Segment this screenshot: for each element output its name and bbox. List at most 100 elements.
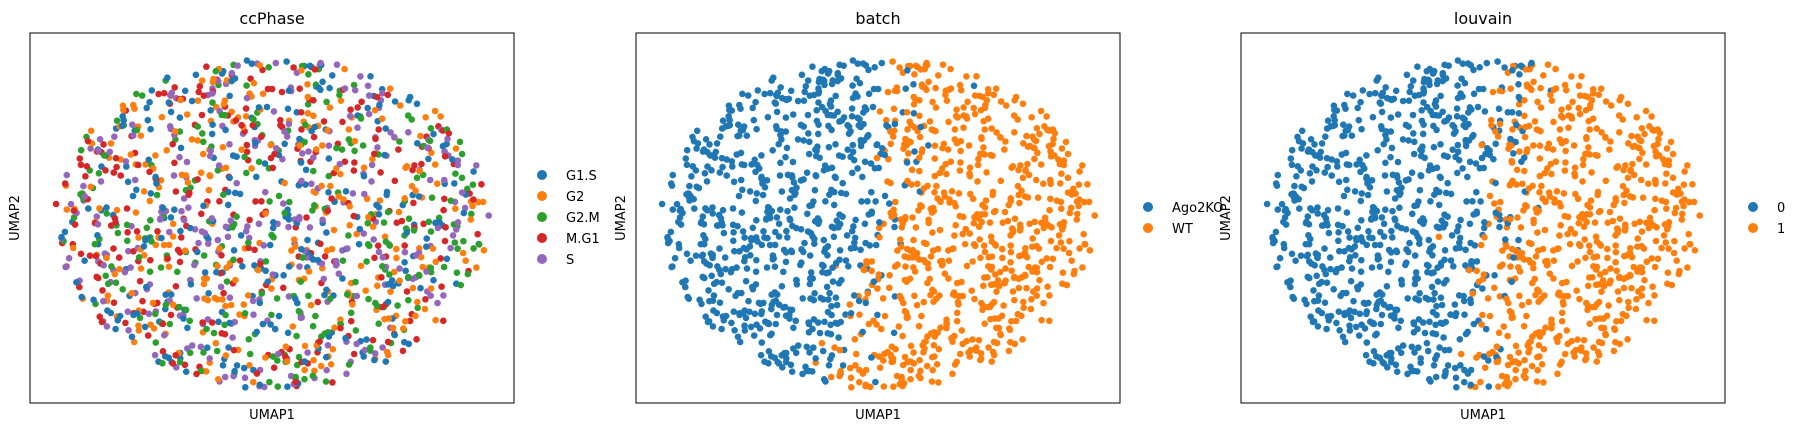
- legend-marker: [1748, 223, 1758, 233]
- scatter-point: [891, 223, 898, 231]
- scatter-point: [1596, 315, 1604, 322]
- legend-item: G1.S: [537, 169, 597, 184]
- scatter-point: [1484, 295, 1492, 302]
- scatter-point: [868, 354, 875, 361]
- scatter-point: [1423, 339, 1431, 347]
- scatter-point: [1463, 198, 1470, 205]
- scatter-point: [744, 92, 752, 99]
- scatter-point: [828, 126, 835, 134]
- scatter-point: [423, 243, 430, 250]
- scatter-point: [794, 342, 802, 349]
- scatter-point: [699, 213, 707, 220]
- scatter-point: [1447, 257, 1455, 264]
- scatter-point: [125, 247, 132, 255]
- scatter-point: [858, 139, 865, 147]
- scatter-point: [1395, 324, 1402, 332]
- scatter-point: [200, 280, 208, 288]
- scatter-point: [915, 322, 923, 330]
- scatter-point: [810, 344, 817, 352]
- scatter-point: [759, 191, 767, 199]
- scatter-point: [1489, 88, 1497, 96]
- scatter-point: [277, 116, 284, 124]
- scatter-point: [347, 317, 355, 325]
- scatter-point: [973, 73, 980, 80]
- scatter-point: [81, 193, 89, 200]
- scatter-point: [1373, 301, 1381, 309]
- scatter-point: [191, 261, 198, 269]
- scatter-point: [1613, 267, 1620, 275]
- scatter-point: [718, 279, 726, 287]
- scatter-point: [145, 310, 153, 318]
- scatter-point: [111, 133, 118, 140]
- scatter-point: [846, 364, 854, 372]
- scatter-point: [379, 344, 386, 351]
- scatter-point: [1385, 268, 1392, 276]
- scatter-point: [1382, 206, 1389, 213]
- scatter-point: [1496, 293, 1504, 300]
- scatter-point: [991, 281, 998, 288]
- scatter-point: [124, 308, 132, 316]
- scatter-point: [833, 301, 841, 309]
- scatter-point: [931, 142, 939, 149]
- scatter-point: [1568, 262, 1576, 270]
- scatter-point: [1508, 278, 1515, 286]
- scatter-point: [176, 358, 184, 366]
- scatter-point: [1419, 130, 1427, 138]
- scatter-point: [1058, 145, 1066, 152]
- scatter-point: [815, 121, 822, 128]
- scatter-point: [1568, 73, 1575, 80]
- scatter-point: [1445, 62, 1452, 69]
- scatter-point: [205, 186, 213, 194]
- scatter-point: [1492, 140, 1499, 148]
- scatter-point: [387, 288, 394, 296]
- scatter-point: [861, 158, 869, 166]
- scatter-point: [1503, 295, 1510, 303]
- scatter-point: [1440, 152, 1448, 159]
- scatter-point: [274, 383, 282, 390]
- scatter-point: [875, 224, 883, 232]
- scatter-point: [1642, 161, 1650, 168]
- scatter-point: [304, 81, 311, 88]
- scatter-point: [1324, 117, 1332, 124]
- scatter-point: [1576, 92, 1584, 99]
- scatter-point: [880, 383, 888, 390]
- scatter-point: [683, 161, 691, 169]
- scatter-point: [170, 172, 178, 179]
- scatter-point: [1441, 346, 1449, 354]
- scatter-point: [1461, 378, 1468, 386]
- scatter-point: [700, 221, 708, 228]
- scatter-point: [357, 73, 364, 80]
- scatter-point: [1575, 219, 1583, 227]
- scatter-point: [1503, 243, 1510, 250]
- scatter-point: [198, 228, 206, 235]
- scatter-point: [244, 292, 252, 299]
- scatter-point: [772, 320, 780, 328]
- scatter-point: [720, 229, 728, 237]
- scatter-point: [1376, 241, 1384, 249]
- scatter-point: [819, 268, 826, 276]
- scatter-point: [979, 93, 987, 101]
- scatter-point: [952, 222, 959, 229]
- scatter-point: [1473, 258, 1481, 265]
- scatter-point: [829, 278, 837, 285]
- scatter-point: [296, 142, 304, 149]
- scatter-point: [306, 62, 314, 70]
- scatter-point: [1341, 338, 1349, 346]
- scatter-point: [382, 125, 390, 132]
- scatter-point: [1369, 113, 1377, 121]
- scatter-point: [1022, 167, 1029, 175]
- scatter-point: [1509, 126, 1516, 133]
- scatter-point: [852, 216, 859, 224]
- scatter-point: [133, 126, 141, 134]
- scatter-point: [103, 323, 111, 330]
- scatter-point: [438, 283, 445, 291]
- scatter-point: [967, 190, 974, 198]
- scatter-point: [1503, 373, 1510, 381]
- scatter-point: [958, 278, 965, 286]
- scatter-point: [813, 107, 820, 114]
- scatter-point: [401, 259, 408, 266]
- scatter-point: [806, 280, 814, 288]
- scatter-point: [1522, 367, 1529, 375]
- scatter-point: [1430, 143, 1438, 151]
- scatter-point: [1020, 304, 1027, 312]
